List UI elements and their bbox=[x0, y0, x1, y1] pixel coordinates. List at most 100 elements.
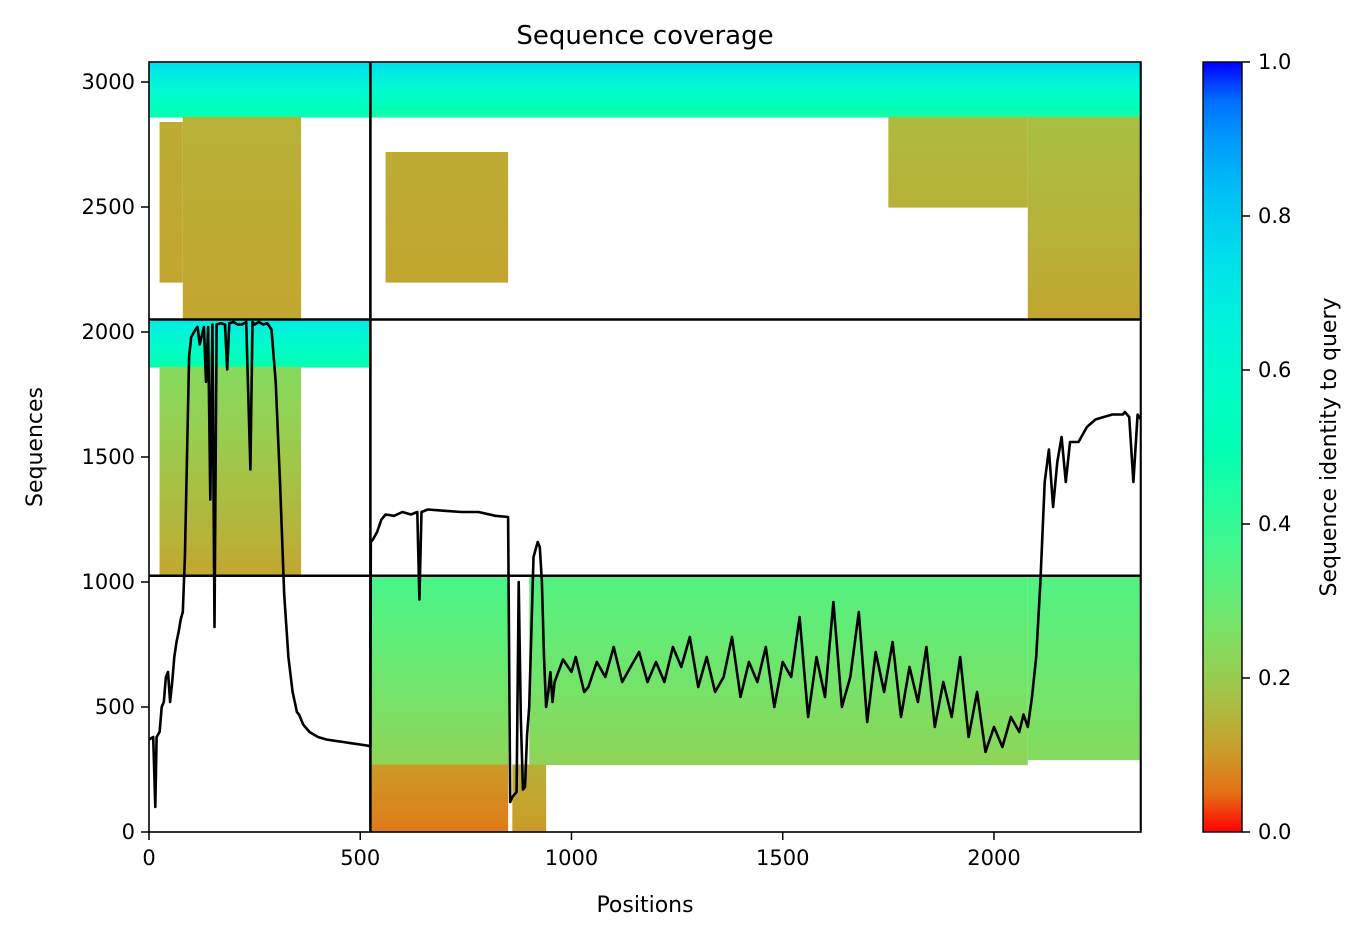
coverage-cell bbox=[1027, 305, 1141, 321]
coverage-cell bbox=[512, 807, 547, 814]
coverage-cell bbox=[370, 101, 1141, 106]
coverage-cell bbox=[370, 69, 1141, 75]
coverage-cell bbox=[159, 545, 302, 562]
coverage-cell bbox=[182, 247, 302, 263]
x-tick-label: 2000 bbox=[967, 846, 1020, 870]
coverage-cell bbox=[159, 367, 302, 383]
coverage-cell bbox=[1027, 117, 1141, 133]
coverage-cell bbox=[370, 643, 509, 658]
coverage-cell bbox=[159, 179, 183, 192]
coverage-cell bbox=[182, 276, 302, 292]
coverage-cell bbox=[512, 764, 547, 770]
coverage-cell bbox=[159, 516, 302, 532]
coverage-cell bbox=[149, 65, 371, 71]
coverage-cell bbox=[529, 670, 1028, 685]
coverage-cell bbox=[1027, 667, 1141, 682]
coverage-cell bbox=[149, 353, 371, 358]
coverage-cell bbox=[370, 778, 509, 785]
coverage-cell bbox=[529, 710, 1028, 725]
coverage-cell bbox=[529, 724, 1028, 739]
y-tick-label: 1500 bbox=[82, 445, 135, 469]
coverage-cell bbox=[370, 670, 509, 685]
coverage-cell bbox=[1027, 218, 1141, 234]
coverage-cell bbox=[1027, 615, 1141, 629]
coverage-cell bbox=[159, 190, 183, 203]
y-tick-label: 0 bbox=[122, 820, 135, 844]
coverage-cell bbox=[149, 77, 371, 83]
coverage-cell bbox=[1027, 145, 1141, 161]
coverage-cell bbox=[149, 329, 371, 334]
coverage-cell bbox=[888, 136, 1028, 144]
colorbar-axis: 0.0 0.2 0.4 0.6 0.8 1.0 bbox=[1242, 50, 1291, 844]
coverage-cell bbox=[149, 81, 371, 87]
coverage-cell bbox=[385, 207, 509, 218]
coverage-cell bbox=[1027, 602, 1141, 616]
coverage-cell bbox=[529, 643, 1028, 658]
coverage-cell bbox=[512, 798, 547, 804]
coverage-line bbox=[149, 320, 1141, 809]
coverage-cell bbox=[159, 236, 183, 249]
coverage-cell bbox=[149, 113, 371, 118]
y-tick-label: 500 bbox=[95, 695, 135, 719]
colorbar-tick-label: 0.0 bbox=[1258, 820, 1291, 844]
coverage-cell bbox=[159, 144, 183, 157]
coverage-cell bbox=[149, 89, 371, 95]
coverage-cell bbox=[149, 105, 371, 110]
coverage-cell bbox=[370, 807, 509, 814]
coverage-cell bbox=[1027, 733, 1141, 747]
coverage-cell bbox=[149, 339, 371, 344]
coverage-cell bbox=[370, 783, 509, 790]
coverage-cell bbox=[512, 812, 547, 819]
coverage-cell bbox=[182, 174, 302, 190]
coverage-cell bbox=[385, 244, 509, 255]
coverage-cell bbox=[370, 575, 509, 590]
coverage-cell bbox=[529, 589, 1028, 604]
coverage-cell bbox=[149, 62, 371, 67]
coverage-cell bbox=[385, 152, 509, 162]
coverage-cell bbox=[1027, 276, 1141, 292]
coverage-cell bbox=[370, 788, 509, 795]
coverage-cell bbox=[159, 486, 302, 502]
coverage-cell bbox=[512, 793, 547, 799]
coverage-cell bbox=[370, 629, 509, 644]
x-tick-label: 500 bbox=[340, 846, 380, 870]
coverage-cell bbox=[370, 751, 509, 766]
coverage-cell bbox=[182, 117, 302, 133]
coverage-cell bbox=[529, 616, 1028, 631]
coverage-cell bbox=[149, 322, 371, 327]
coverage-cell bbox=[1027, 641, 1141, 656]
coverage-cell bbox=[529, 737, 1028, 752]
coverage-cell bbox=[159, 411, 302, 428]
y-axis-label: Sequences bbox=[23, 387, 48, 507]
x-tick-label: 1500 bbox=[756, 846, 809, 870]
coverage-cell bbox=[370, 683, 509, 698]
coverage-cell bbox=[1027, 746, 1141, 761]
colorbar-tick-label: 0.6 bbox=[1258, 358, 1291, 382]
coverage-cell bbox=[370, 105, 1141, 110]
coverage-cell bbox=[512, 778, 547, 785]
coverage-cell bbox=[385, 235, 509, 246]
coverage-cell bbox=[182, 290, 302, 306]
plot-frame bbox=[148, 61, 1142, 833]
coverage-cell bbox=[159, 202, 183, 215]
coverage-cell bbox=[159, 156, 183, 169]
coverage-cell bbox=[370, 793, 509, 799]
y-tick-label: 1000 bbox=[82, 570, 135, 594]
coverage-cell bbox=[1027, 654, 1141, 669]
coverage-cell bbox=[159, 471, 302, 487]
coverage-cell bbox=[159, 224, 183, 237]
colorbar-label: Sequence identity to query bbox=[1317, 297, 1342, 596]
coverage-cell bbox=[1027, 693, 1141, 708]
x-tick-label: 1000 bbox=[545, 846, 598, 870]
coverage-cell bbox=[512, 827, 547, 832]
coverage-cell bbox=[370, 764, 509, 770]
coverage-cell bbox=[149, 69, 371, 75]
coverage-cell bbox=[888, 155, 1028, 163]
coverage-cell bbox=[149, 356, 371, 361]
coverage-cell bbox=[149, 363, 371, 368]
coverage-cell bbox=[512, 822, 547, 828]
coverage-cell bbox=[149, 101, 371, 106]
coverage-cell bbox=[888, 117, 1028, 125]
coverage-cell bbox=[370, 97, 1141, 102]
coverage-cell bbox=[370, 724, 509, 739]
